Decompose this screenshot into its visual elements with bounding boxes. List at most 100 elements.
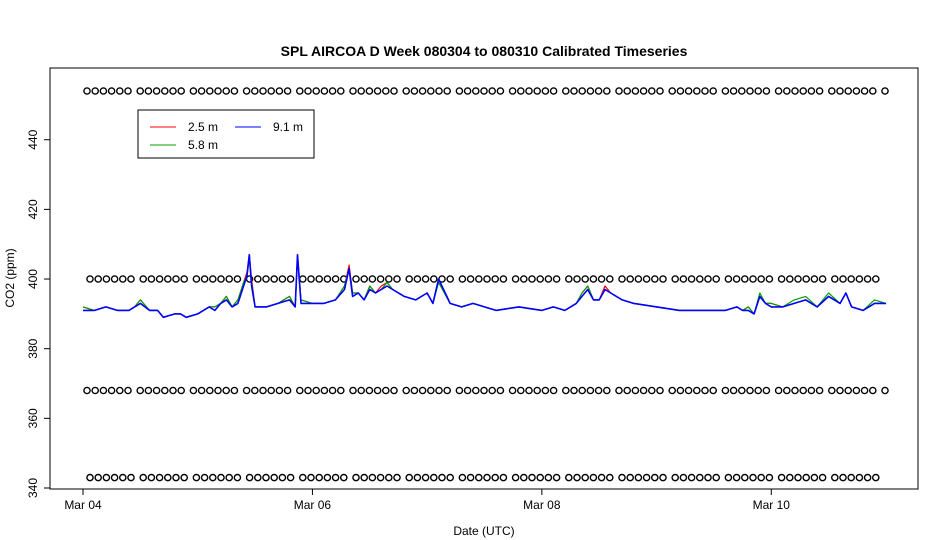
- reference-marker: [741, 275, 749, 283]
- reference-marker: [200, 275, 209, 283]
- reference-marker: [136, 386, 144, 395]
- reference-marker: [536, 473, 545, 482]
- reference-marker: [144, 386, 153, 395]
- reference-marker: [177, 386, 185, 395]
- reference-marker: [373, 87, 382, 95]
- reference-marker: [214, 386, 222, 395]
- legend-label-5-8m: 5.8 m: [188, 138, 218, 152]
- reference-marker: [152, 386, 161, 395]
- reference-marker: [573, 275, 581, 283]
- reference-marker: [777, 275, 786, 283]
- reference-marker: [762, 386, 771, 395]
- reference-marker: [807, 386, 816, 395]
- reference-marker: [765, 275, 774, 283]
- reference-marker: [659, 473, 667, 482]
- reference-marker: [741, 473, 749, 482]
- reference-marker: [679, 275, 688, 283]
- reference-marker: [365, 87, 374, 95]
- reference-marker: [197, 386, 206, 395]
- reference-marker: [295, 87, 304, 95]
- reference-marker: [230, 386, 239, 395]
- reference-marker: [390, 87, 398, 95]
- reference-marker: [205, 386, 214, 395]
- reference-marker: [777, 473, 786, 482]
- reference-marker: [116, 87, 124, 95]
- y-tick-label: 420: [26, 199, 40, 219]
- reference-marker: [155, 473, 164, 482]
- reference-marker: [872, 275, 880, 283]
- reference-marker: [488, 386, 497, 395]
- reference-marker: [799, 386, 808, 395]
- reference-marker: [839, 473, 847, 482]
- y-tick-label: 400: [26, 269, 40, 289]
- reference-marker: [786, 275, 794, 283]
- reference-marker: [648, 87, 656, 95]
- reference-marker: [139, 473, 147, 482]
- reference-marker: [189, 386, 198, 395]
- reference-marker: [418, 87, 427, 95]
- reference-marker: [679, 473, 688, 482]
- reference-marker: [687, 275, 696, 283]
- reference-marker: [724, 275, 733, 283]
- reference-marker: [172, 473, 180, 482]
- reference-marker: [376, 473, 385, 482]
- reference-marker: [124, 87, 132, 95]
- reference-marker: [810, 275, 819, 283]
- reference-marker: [594, 386, 603, 395]
- reference-marker: [384, 473, 393, 482]
- reference-marker: [844, 87, 853, 95]
- reference-marker: [774, 87, 783, 95]
- reference-marker: [259, 386, 267, 395]
- reference-marker: [116, 386, 124, 395]
- reference-marker: [352, 473, 360, 482]
- reference-marker: [328, 386, 337, 395]
- reference-marker: [242, 386, 251, 395]
- y-axis-label: CO2 (ppm): [3, 248, 17, 307]
- reference-marker: [491, 275, 500, 283]
- reference-marker: [754, 87, 763, 95]
- reference-marker: [618, 275, 626, 283]
- reference-marker: [724, 473, 733, 482]
- reference-marker: [413, 473, 422, 482]
- reference-marker: [480, 87, 488, 95]
- x-tick-label: Mar 08: [523, 498, 561, 512]
- reference-marker: [376, 275, 385, 283]
- reference-marker: [86, 473, 94, 482]
- reference-marker: [192, 275, 201, 283]
- reference-marker: [762, 87, 771, 95]
- reference-marker: [91, 87, 99, 95]
- reference-marker: [160, 87, 169, 95]
- reference-marker: [443, 386, 452, 395]
- reference-marker: [573, 473, 581, 482]
- reference-marker: [634, 473, 643, 482]
- reference-marker: [499, 275, 508, 283]
- reference-marker: [757, 275, 766, 283]
- reference-marker: [286, 275, 295, 283]
- reference-marker: [807, 87, 816, 95]
- reference-marker: [831, 473, 839, 482]
- reference-marker: [349, 87, 357, 95]
- reference-marker: [549, 386, 558, 395]
- reference-marker: [511, 275, 520, 283]
- y-tick-label: 360: [26, 408, 40, 428]
- reference-marker: [651, 275, 659, 283]
- reference-marker: [192, 473, 201, 482]
- reference-marker: [701, 386, 709, 395]
- reference-marker: [315, 275, 324, 283]
- reference-marker: [656, 386, 664, 395]
- reference-marker: [483, 473, 491, 482]
- reference-marker: [586, 87, 595, 95]
- reference-marker: [200, 473, 209, 482]
- reference-marker: [99, 386, 108, 395]
- reference-marker: [410, 386, 419, 395]
- reference-marker: [860, 87, 869, 95]
- reference-marker: [155, 275, 164, 283]
- reference-marker: [581, 275, 590, 283]
- reference-marker: [802, 473, 811, 482]
- reference-marker: [757, 473, 766, 482]
- reference-marker: [139, 275, 147, 283]
- reference-marker: [491, 473, 500, 482]
- reference-marker: [712, 473, 721, 482]
- reference-marker: [696, 275, 704, 283]
- reference-marker: [648, 386, 656, 395]
